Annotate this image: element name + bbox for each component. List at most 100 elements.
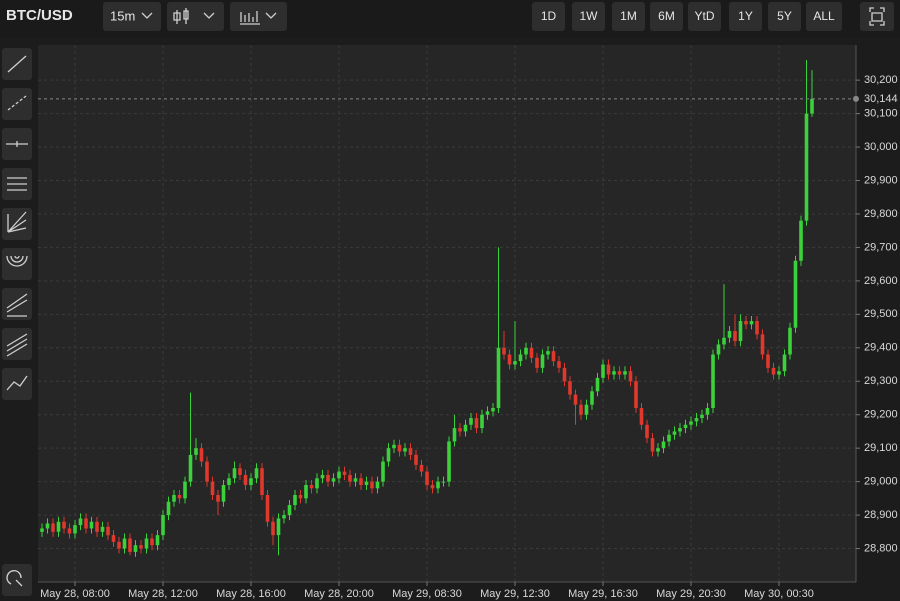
candle-body: [634, 381, 638, 409]
tool-icon: [7, 55, 27, 73]
candle-body: [513, 361, 517, 365]
candle-body: [238, 468, 242, 475]
candle-body: [793, 260, 798, 328]
candle-body: [766, 354, 770, 368]
candle-body: [232, 468, 237, 479]
candle-body: [579, 404, 583, 415]
y-tick-label: 29,500: [864, 308, 898, 320]
range-button[interactable]: [572, 2, 605, 31]
range-button[interactable]: [532, 2, 565, 31]
candle-body: [304, 484, 308, 499]
candle-body: [359, 478, 363, 485]
candle-body: [606, 364, 611, 375]
dropdown-arrow: [265, 12, 277, 19]
candle-body: [419, 464, 424, 472]
range-button[interactable]: [612, 2, 645, 31]
chart-type-button[interactable]: [167, 2, 224, 31]
candle-body: [782, 354, 787, 372]
candle-body: [111, 535, 116, 542]
range-label: 1D: [541, 9, 557, 23]
candle-body: [485, 411, 490, 415]
candle-body: [623, 371, 627, 375]
candle-body: [694, 418, 699, 422]
candle-body: [700, 414, 704, 419]
candle-body: [502, 347, 506, 355]
tool-icon: [6, 255, 28, 267]
candle-body: [540, 354, 545, 368]
candle-body: [799, 220, 803, 261]
candle-body: [788, 327, 792, 355]
range-label: 5Y: [777, 9, 792, 23]
y-tick-label: 29,800: [864, 208, 898, 220]
range-label: 6M: [658, 9, 675, 23]
candle-body: [650, 438, 655, 452]
candle-body: [67, 528, 72, 534]
x-tick-label: May 28, 16:00: [216, 588, 286, 600]
candle-body: [480, 414, 484, 429]
fullscreen-button[interactable]: [860, 2, 894, 31]
tool-icon: [6, 333, 28, 357]
candle-body: [590, 391, 594, 405]
range-label: 1Y: [738, 9, 753, 23]
candle-body: [656, 448, 660, 452]
range-button[interactable]: [768, 2, 801, 31]
candle-body: [210, 481, 215, 496]
candle-body: [452, 428, 457, 442]
candle-body: [227, 478, 231, 485]
tool-button[interactable]: [2, 208, 32, 240]
candle-body: [738, 321, 743, 342]
tool-icon: [6, 375, 28, 391]
tool-button[interactable]: [2, 88, 32, 120]
x-tick-label: May 28, 12:00: [128, 588, 198, 600]
tool-button[interactable]: [2, 564, 32, 596]
candle-body: [755, 321, 759, 335]
candle-body: [161, 515, 165, 536]
candle-body: [381, 461, 385, 482]
tool-icon: [6, 141, 28, 147]
tool-icon: [7, 95, 27, 111]
indicator-icon: [240, 11, 260, 25]
range-button[interactable]: [806, 2, 842, 31]
tool-button[interactable]: [2, 288, 32, 320]
candle-body: [430, 484, 435, 489]
range-button[interactable]: [650, 2, 683, 31]
plot-area: [38, 45, 856, 582]
candle-body: [243, 474, 248, 485]
candle-body: [458, 428, 462, 432]
candle-body: [595, 377, 600, 392]
candle-body: [535, 357, 539, 368]
interval: 15m: [110, 8, 135, 23]
candle-body: [667, 434, 671, 442]
tool-button[interactable]: [2, 248, 32, 280]
candle-body: [612, 371, 616, 375]
range-label: YtD: [694, 9, 714, 23]
candle-body: [447, 441, 451, 482]
candle-body: [749, 321, 754, 325]
candle-body: [117, 541, 121, 549]
candle-body: [122, 538, 127, 549]
tool-button[interactable]: [2, 328, 32, 360]
candle-body: [733, 331, 737, 342]
indicator-button[interactable]: [230, 2, 287, 31]
candle-body: [342, 471, 347, 475]
candle-body: [221, 484, 226, 502]
interval-button[interactable]: [103, 2, 161, 31]
candle-body: [254, 468, 259, 479]
candle-body: [194, 448, 198, 455]
x-tick-label: May 29, 08:30: [392, 588, 462, 600]
candle-body: [287, 505, 292, 516]
candle-body: [298, 495, 303, 499]
candle-body: [557, 361, 561, 368]
candle-body: [414, 454, 418, 465]
candle-body: [133, 545, 138, 552]
grid: [38, 45, 856, 582]
candle-body: [678, 428, 682, 432]
tool-icon: [7, 177, 27, 191]
x-tick-label: May 28, 20:00: [304, 588, 374, 600]
range-button[interactable]: [688, 2, 721, 31]
candles: [40, 60, 814, 557]
candle-body: [95, 521, 99, 532]
candle-body: [155, 535, 160, 546]
range-button[interactable]: [729, 2, 762, 31]
candle-body: [166, 501, 171, 516]
